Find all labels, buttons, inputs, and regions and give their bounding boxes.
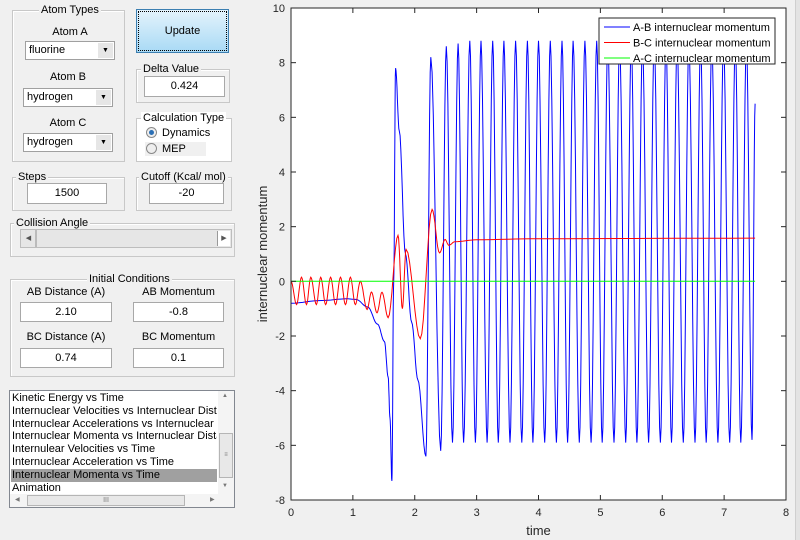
collision-angle-title: Collision Angle	[14, 217, 91, 229]
legend-label: A-C internuclear momentum	[633, 53, 771, 65]
x-tick-label: 3	[474, 507, 480, 519]
x-axis-label: time	[526, 523, 551, 538]
atom-a-value: fluorine	[29, 44, 66, 56]
ab-momentum-label: AB Momentum	[142, 286, 215, 298]
calculation-type-title: Calculation Type	[141, 112, 227, 124]
dynamics-radio[interactable]	[146, 127, 157, 138]
scroll-right-icon[interactable]: ▶	[210, 497, 215, 503]
atom-b-select[interactable]: hydrogen ▼	[23, 88, 113, 107]
delta-value-panel: Delta Value	[136, 63, 230, 103]
bc-momentum-label: BC Momentum	[141, 331, 216, 343]
plot-type-item[interactable]: Kinetic Energy vs Time	[12, 392, 124, 404]
vertical-scroll-thumb[interactable]: ≡	[219, 433, 233, 478]
update-button[interactable]: Update	[136, 9, 229, 53]
y-tick-label: -8	[275, 495, 285, 507]
cutoff-input[interactable]: -20	[149, 183, 224, 204]
y-tick-label: -2	[275, 331, 285, 343]
x-tick-label: 4	[535, 507, 541, 519]
cutoff-title: Cutoff (Kcal/ mol)	[139, 171, 228, 183]
atom-b-value: hydrogen	[27, 91, 73, 103]
y-tick-label: 2	[279, 222, 285, 234]
y-tick-label: -6	[275, 440, 285, 452]
scroll-up-icon[interactable]: ▲	[222, 393, 228, 399]
x-tick-label: 1	[350, 507, 356, 519]
plot-type-item[interactable]: Internulear Velocities vs Time	[12, 443, 156, 456]
legend-box	[598, 17, 776, 65]
x-tick-label: 7	[721, 507, 727, 519]
atom-b-label: Atom B	[49, 71, 87, 83]
plot-type-item[interactable]: Internuclear Momenta vs Internuclear Dis…	[12, 430, 217, 443]
horizontal-scroll-thumb[interactable]: III	[27, 495, 185, 506]
initial-conditions-panel: Initial Conditions	[10, 273, 235, 377]
plot-area	[291, 8, 786, 500]
plot-type-item[interactable]: Internuclear Momenta vs Time	[11, 468, 217, 482]
delta-value-title: Delta Value	[141, 63, 202, 75]
plot-type-item[interactable]: Internuclear Accelerations vs Internucle…	[12, 417, 217, 430]
chevron-down-icon: ▼	[96, 90, 111, 105]
dynamics-label[interactable]: Dynamics	[162, 127, 211, 139]
atom-c-value: hydrogen	[27, 136, 73, 148]
chevron-down-icon: ▼	[96, 135, 111, 150]
horizontal-scrollbar[interactable]: ◀ III ▶	[10, 494, 234, 507]
atom-a-select[interactable]: fluorine ▼	[25, 41, 115, 60]
bc-momentum-input[interactable]: 0.1	[133, 348, 224, 368]
mep-radio[interactable]	[146, 143, 157, 154]
ab-distance-input[interactable]: 2.10	[20, 302, 112, 322]
slider-thumb[interactable]	[35, 230, 37, 247]
ab-momentum-input[interactable]: -0.8	[133, 302, 224, 322]
legend-label: B-C internuclear momentum	[633, 38, 771, 50]
y-tick-label: 4	[279, 167, 285, 179]
plot-type-listbox[interactable]: Kinetic Energy vs Time Internuclear Veloc…	[9, 390, 235, 508]
atom-c-select[interactable]: hydrogen ▼	[23, 133, 113, 152]
series-line-ab	[290, 40, 756, 481]
x-tick-label: 2	[412, 507, 418, 519]
y-tick-label: 6	[279, 112, 285, 124]
atom-a-label: Atom A	[52, 26, 88, 38]
y-tick-label: 10	[273, 3, 285, 15]
collision-angle-panel: Collision Angle	[10, 217, 235, 257]
x-tick-label: 5	[597, 507, 603, 519]
chevron-down-icon: ▼	[98, 43, 113, 58]
vertical-scrollbar[interactable]: ▲ ≡ ▼	[218, 391, 234, 494]
cutoff-panel: Cutoff (Kcal/ mol)	[136, 171, 232, 211]
arrow-right-icon[interactable]: ▶	[217, 231, 230, 246]
series-line-bc	[290, 208, 756, 341]
collision-angle-slider[interactable]: ◀ ▶	[20, 229, 232, 248]
initial-conditions-title: Initial Conditions	[87, 273, 172, 285]
legend-label: A-B internuclear momentum	[633, 22, 770, 34]
right-edge-strip	[795, 0, 800, 540]
atom-c-label: Atom C	[49, 117, 87, 129]
y-tick-label: -4	[275, 386, 285, 398]
plot-type-item[interactable]: Internuclear Acceleration vs Time	[12, 456, 175, 468]
steps-title: Steps	[16, 171, 49, 183]
plot-type-item[interactable]: Internuclear Velocities vs Internuclear …	[12, 404, 217, 417]
scroll-down-icon[interactable]: ▼	[222, 483, 228, 489]
arrow-left-icon[interactable]: ◀	[25, 235, 32, 242]
ab-distance-label: AB Distance (A)	[26, 286, 106, 298]
x-tick-label: 6	[659, 507, 665, 519]
delta-value-input[interactable]: 0.424	[144, 76, 225, 97]
y-tick-label: 8	[279, 58, 285, 70]
y-axis-label: internuclear momentum	[255, 186, 270, 323]
steps-input[interactable]: 1500	[27, 183, 107, 204]
bc-distance-label: BC Distance (A)	[26, 331, 106, 343]
plot-type-item[interactable]: Animation	[12, 481, 61, 494]
bc-distance-input[interactable]: 0.74	[20, 348, 112, 368]
scroll-left-icon[interactable]: ◀	[15, 497, 20, 503]
atom-types-title: Atom Types	[39, 4, 101, 16]
mep-label[interactable]: MEP	[162, 143, 186, 155]
mep-option-bg	[145, 142, 206, 156]
steps-panel: Steps	[12, 171, 125, 211]
x-tick-label: 8	[783, 507, 789, 519]
atom-types-panel: Atom Types	[12, 4, 125, 162]
x-tick-label: 0	[288, 507, 294, 519]
y-tick-label: 0	[279, 276, 285, 288]
